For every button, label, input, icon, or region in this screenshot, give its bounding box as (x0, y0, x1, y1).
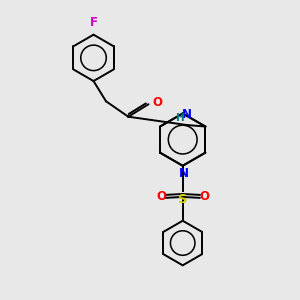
Text: H: H (176, 113, 185, 123)
Text: S: S (178, 193, 188, 206)
Text: N: N (182, 109, 192, 122)
Text: O: O (199, 190, 209, 203)
Text: N: N (179, 167, 189, 180)
Text: F: F (89, 16, 98, 29)
Text: O: O (156, 190, 166, 203)
Text: O: O (152, 96, 162, 109)
